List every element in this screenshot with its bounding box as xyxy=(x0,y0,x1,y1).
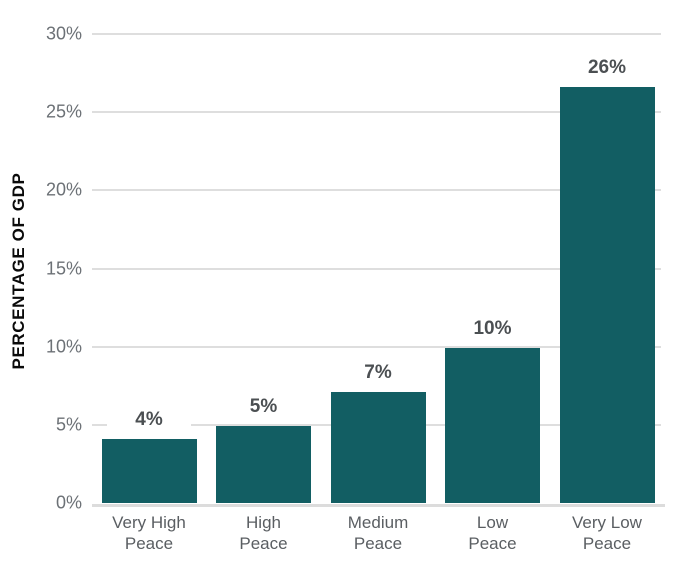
y-tick-label-10: 10% xyxy=(45,336,82,357)
bar-value-label-5: 26% xyxy=(565,57,649,79)
x-axis-line xyxy=(92,504,665,507)
gridline-25 xyxy=(92,111,661,114)
y-tick-label-0: 0% xyxy=(55,492,82,513)
category-label-2: High Peace xyxy=(239,513,288,553)
category-label-3: Medium Peace xyxy=(347,513,409,553)
bar-3 xyxy=(330,392,426,503)
gridline-20 xyxy=(92,189,661,192)
bar-value-label-2: 5% xyxy=(221,396,306,418)
category-label-4: Low Peace xyxy=(468,513,517,553)
bar-2 xyxy=(216,426,311,503)
gridline-15 xyxy=(92,267,661,270)
bar-4 xyxy=(445,348,540,503)
y-tick-label-30: 30% xyxy=(45,23,82,44)
bar-5 xyxy=(559,87,655,503)
y-tick-label-15: 15% xyxy=(45,258,82,278)
category-label-5: Very Low Peace xyxy=(572,513,642,553)
bar-value-label-1: 4% xyxy=(107,409,191,431)
bar-1 xyxy=(101,439,197,503)
y-tick-label-20: 20% xyxy=(45,179,82,200)
bar-value-label-3: 7% xyxy=(336,362,420,384)
gridline-10 xyxy=(92,345,661,348)
category-label-1: Very High Peace xyxy=(112,513,186,553)
y-tick-label-5: 5% xyxy=(55,414,82,435)
bar-value-label-4: 10% xyxy=(450,318,535,340)
gridline-30 xyxy=(92,33,661,35)
y-tick-label-25: 25% xyxy=(45,101,82,122)
